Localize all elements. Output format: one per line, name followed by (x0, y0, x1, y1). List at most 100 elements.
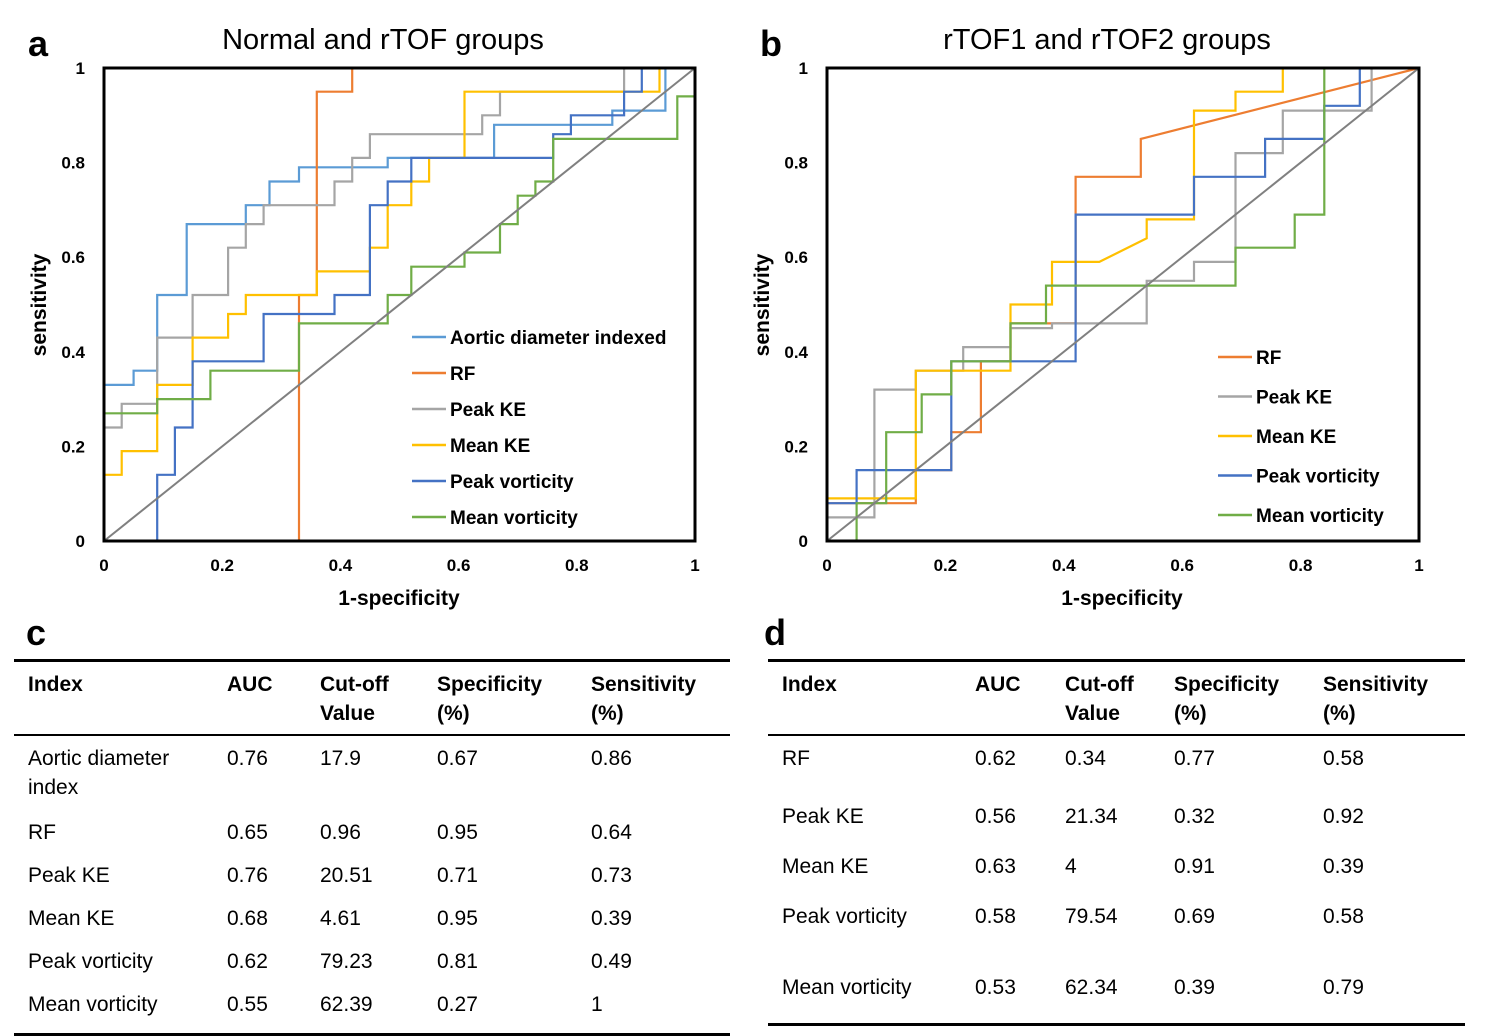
cell-text: 0.91 (1174, 855, 1215, 878)
table-cell: 0.73 (577, 861, 730, 904)
table-cell: 4.61 (306, 904, 423, 947)
roc-chart-a: a Normal and rTOF groups 0 0.2 0.4 0.6 0.8 1 0… (28, 23, 700, 610)
column-header: Index (14, 670, 213, 728)
panel-letter-c: c (26, 612, 47, 653)
table-cell: Mean vorticity (768, 973, 961, 1023)
table-row: Peak vorticity 0.62 79.23 0.81 0.49 (14, 947, 730, 990)
table-cell: 0.77 (1160, 744, 1309, 802)
header-text: Cut-off (1065, 673, 1134, 696)
table-cell: Peak vorticity (14, 947, 213, 990)
cell-text: 0.79 (1323, 976, 1364, 999)
table-row: Aortic diameter index 0.76 17.9 0.67 0.86 (14, 736, 730, 818)
series-line-peak-vorticity (104, 66, 695, 543)
y-tick-label: 0 (76, 532, 85, 551)
y-axis-label: sensitivity (28, 253, 51, 356)
header-text: (%) (591, 702, 624, 725)
x-tick-label: 0.8 (565, 556, 589, 575)
header-text: Sensitivity (1323, 673, 1429, 696)
table-cell: 20.51 (306, 861, 423, 904)
cell-text: 0.81 (437, 950, 478, 973)
table-cell: Peak KE (14, 861, 213, 904)
table-cell: 0.69 (1160, 902, 1309, 973)
legend-label: Peak vorticity (1256, 467, 1380, 488)
table-row: Peak KE 0.56 21.34 0.32 0.92 (768, 802, 1465, 852)
cell-text: RF (782, 747, 810, 770)
header-text: Index (28, 673, 83, 696)
series-line-aortic-diameter-indexed (102, 66, 695, 541)
x-tick-label: 0.4 (329, 556, 353, 575)
cell-text: 0.65 (227, 821, 268, 844)
chart-title: rTOF1 and rTOF2 groups (943, 24, 1271, 56)
table-cell: 0.58 (1309, 902, 1459, 973)
x-tick-label: 0.6 (1170, 556, 1194, 575)
table-cell: 0.76 (213, 744, 306, 818)
header-text: Value (320, 702, 375, 725)
cell-text: 20.51 (320, 864, 373, 887)
y-tick-label: 0.4 (61, 343, 85, 362)
table-row: Mean vorticity 0.55 62.39 0.27 1 (14, 990, 730, 1033)
table-c: Index AUC Cut-off Value Specificity (%) Sensit… (14, 659, 730, 1036)
cell-text: Mean vorticity (782, 976, 912, 999)
series-line-peak-ke (102, 66, 695, 541)
cell-text: Peak KE (782, 805, 864, 828)
table-cell: 0.95 (423, 818, 577, 861)
column-header: Sensitivity (%) (577, 670, 730, 728)
cell-text: 0.86 (591, 747, 632, 770)
table-cell: 1 (577, 990, 730, 1033)
table-row: RF 0.62 0.34 0.77 0.58 (768, 736, 1465, 802)
table-cell: 0.65 (213, 818, 306, 861)
table-cell: 0.27 (423, 990, 577, 1033)
series-line-peak-vorticity (825, 66, 1419, 541)
panel-letter-b: b (760, 23, 782, 64)
table-cell: 79.23 (306, 947, 423, 990)
cell-text: 0.73 (591, 864, 632, 887)
cell-text: 0.95 (437, 821, 478, 844)
cell-text: 0.56 (975, 805, 1016, 828)
table-cell: 62.34 (1051, 973, 1160, 1023)
plot-frame (825, 66, 1421, 543)
table-cell: 0.79 (1309, 973, 1459, 1023)
column-header: Cut-off Value (306, 670, 423, 728)
x-tick-label: 0.6 (447, 556, 471, 575)
y-tick-label: 0.6 (784, 248, 808, 267)
cell-text: 0.95 (437, 907, 478, 930)
y-tick-label: 0.8 (61, 154, 85, 173)
cell-text: 0.69 (1174, 905, 1215, 928)
y-tick-label: 0 (799, 532, 808, 551)
cell-text: 0.58 (1323, 905, 1364, 928)
table-cell: Mean KE (14, 904, 213, 947)
column-header: Cut-off Value (1051, 670, 1160, 728)
table-row: Mean vorticity 0.53 62.34 0.39 0.79 (768, 973, 1465, 1023)
cell-text: 0.39 (1323, 855, 1364, 878)
table-cell: 0.68 (213, 904, 306, 947)
cell-text: 21.34 (1065, 805, 1118, 828)
cell-text: 0.67 (437, 747, 478, 770)
cell-text: 0.58 (1323, 747, 1364, 770)
header-text: Sensitivity (591, 673, 697, 696)
y-tick-label: 0.6 (61, 248, 85, 267)
x-tick-label: 0.8 (1289, 556, 1313, 575)
table-cell: 0.62 (213, 947, 306, 990)
cell-text: 0.62 (975, 747, 1016, 770)
table-cell: 21.34 (1051, 802, 1160, 852)
cell-text: Peak vorticity (28, 950, 153, 973)
table-row: Mean KE 0.63 4 0.91 0.39 (768, 852, 1465, 902)
table-cell: 0.71 (423, 861, 577, 904)
table-cell: 0.58 (961, 902, 1051, 973)
column-header: Sensitivity (%) (1309, 670, 1459, 728)
x-tick-label: 0.4 (1052, 556, 1076, 575)
table-cell: 0.32 (1160, 802, 1309, 852)
cell-text: 0.92 (1323, 805, 1364, 828)
legend-label: Peak KE (1256, 388, 1332, 409)
cell-text: 0.32 (1174, 805, 1215, 828)
cell-text: Mean KE (28, 907, 115, 930)
x-tick-label: 1 (1414, 556, 1423, 575)
cell-text: 0.68 (227, 907, 268, 930)
cell-text: Peak KE (28, 864, 110, 887)
cell-text: 0.53 (975, 976, 1016, 999)
series-line-mean-vorticity (827, 66, 1419, 543)
legend-label: Mean KE (1256, 427, 1336, 448)
cell-text: 17.9 (320, 747, 361, 770)
column-header: AUC (213, 670, 306, 728)
cell-text: 1 (591, 993, 603, 1016)
